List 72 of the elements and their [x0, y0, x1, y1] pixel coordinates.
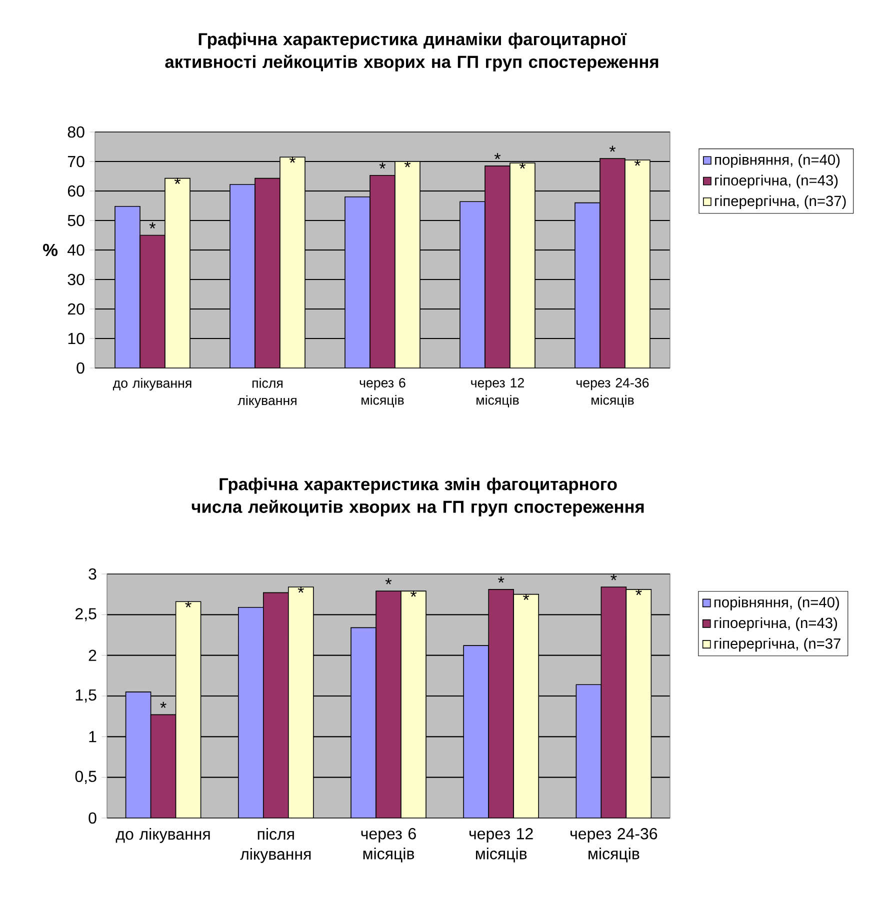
- y-tick-label: 70: [68, 156, 84, 168]
- x-tick-label: після лікування: [238, 378, 296, 408]
- bar: [150, 714, 176, 818]
- y-tick-label: 1: [89, 731, 96, 742]
- bar: [164, 178, 190, 368]
- legend-label: гіпоергічна, (n=43): [714, 617, 838, 631]
- y-tick-label: 0: [76, 362, 84, 374]
- x-tick-label: через 24-36 місяців: [576, 378, 649, 408]
- y-tick-label: 2: [88, 650, 96, 661]
- annotation: *: [160, 702, 166, 708]
- y-tick-label: 0: [88, 812, 96, 824]
- y-tick-label: 40: [68, 244, 84, 256]
- annotation: *: [379, 162, 386, 169]
- legend-label: гіперергічна, (n=37: [714, 638, 840, 652]
- bar: [600, 586, 627, 818]
- annotation: *: [298, 586, 304, 593]
- annotation: *: [634, 160, 641, 166]
- x-tick-label: через 6 місяців: [361, 828, 416, 862]
- y-tick-label: 50: [68, 214, 84, 226]
- annotation: *: [494, 153, 501, 160]
- bar: [484, 166, 510, 368]
- bar: [488, 589, 514, 818]
- chart-title: Графічна характеристика змін фагоцитарного числа лейкоцитів хворих на ГП груп спостереження: [192, 478, 644, 516]
- bar: [125, 692, 152, 818]
- x-tick-label: через 6 місяців: [360, 378, 406, 408]
- bar: [238, 606, 264, 818]
- annotation: *: [185, 601, 192, 608]
- bar: [370, 174, 396, 368]
- annotation: *: [149, 222, 156, 228]
- bar: [510, 162, 536, 368]
- y-tick-label: 30: [68, 274, 84, 286]
- bar: [262, 592, 289, 818]
- bar: [140, 234, 166, 368]
- annotation: *: [410, 590, 417, 597]
- y-tick-label: 80: [68, 126, 84, 138]
- legend-label: гіпоергічна, (n=43): [715, 174, 838, 188]
- chart-title: Графічна характеристика динаміки фагоцитарної активності лейкоцитів хворих на ГП груп спостереження: [165, 32, 658, 72]
- legend-label: порівняння, (n=40): [714, 596, 839, 610]
- legend-label: гіперергічна, (n=37): [715, 195, 846, 210]
- y-axis-title: %: [43, 244, 58, 256]
- x-tick-label: через 12 місяців: [471, 378, 524, 408]
- bar: [280, 156, 306, 368]
- annotation: *: [498, 576, 504, 583]
- x-tick-label: до лікування: [112, 378, 192, 390]
- y-tick-label: 3: [88, 568, 96, 580]
- annotation: *: [522, 594, 530, 600]
- y-tick-label: 1,5: [76, 689, 96, 703]
- y-tick-label: 60: [68, 185, 84, 197]
- x-tick-label: до лікування: [116, 828, 210, 843]
- annotation: *: [610, 574, 617, 580]
- y-tick-label: 2,5: [76, 608, 96, 622]
- y-tick-label: 10: [68, 332, 84, 344]
- annotation: *: [174, 178, 181, 184]
- x-tick-label: після лікування: [240, 828, 311, 863]
- bar: [394, 161, 420, 368]
- x-tick-label: через 24-36 місяців: [570, 828, 658, 862]
- bar: [254, 178, 280, 368]
- annotation: *: [289, 156, 296, 163]
- bar: [350, 627, 376, 818]
- annotation: *: [404, 161, 411, 168]
- y-tick-label: 0,5: [75, 770, 96, 784]
- y-tick-label: 20: [68, 303, 84, 315]
- bar: [376, 590, 402, 818]
- bar: [576, 684, 602, 818]
- annotation: *: [519, 162, 526, 169]
- annotation: *: [385, 578, 392, 584]
- bar: [600, 158, 626, 368]
- legend-label: порівняння, (n=40): [715, 154, 840, 168]
- annotation: *: [609, 146, 616, 152]
- bar: [624, 160, 650, 368]
- x-tick-label: через 12 місяців: [469, 828, 533, 862]
- bar: [463, 645, 489, 818]
